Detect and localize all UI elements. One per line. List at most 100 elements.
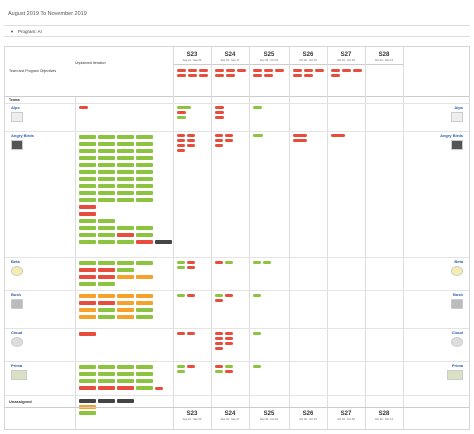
- feature-card[interactable]: [136, 170, 153, 174]
- feature-card[interactable]: [117, 142, 134, 146]
- feature-card[interactable]: [136, 315, 153, 319]
- feature-card[interactable]: [98, 240, 115, 244]
- feature-card[interactable]: [136, 163, 153, 167]
- objective-pill[interactable]: [177, 111, 186, 114]
- objective-pill[interactable]: [353, 69, 362, 72]
- team-name[interactable]: Bush: [453, 292, 463, 297]
- objective-pill[interactable]: [304, 74, 313, 77]
- objective-pill[interactable]: [331, 134, 345, 137]
- feature-card[interactable]: [98, 308, 115, 312]
- feature-card[interactable]: [98, 233, 115, 237]
- feature-card[interactable]: [79, 135, 96, 139]
- feature-card[interactable]: [79, 275, 96, 279]
- feature-card[interactable]: [117, 170, 134, 174]
- objective-pill[interactable]: [215, 111, 224, 114]
- feature-card[interactable]: [136, 149, 153, 153]
- feature-card[interactable]: [136, 226, 153, 230]
- feature-card[interactable]: [79, 142, 96, 146]
- feature-card[interactable]: [136, 240, 153, 244]
- feature-card[interactable]: [98, 379, 115, 383]
- objective-pill[interactable]: [275, 69, 284, 72]
- objective-pill[interactable]: [155, 387, 163, 390]
- feature-card[interactable]: [79, 399, 96, 403]
- feature-card[interactable]: [98, 191, 115, 195]
- feature-card[interactable]: [98, 149, 115, 153]
- feature-card[interactable]: [136, 135, 153, 139]
- feature-card[interactable]: [79, 233, 96, 237]
- feature-card[interactable]: [117, 379, 134, 383]
- objective-pill[interactable]: [187, 266, 195, 269]
- objective-pill[interactable]: [215, 69, 224, 72]
- team-name[interactable]: Angry Birds: [11, 133, 34, 138]
- objective-pill[interactable]: [187, 332, 195, 335]
- feature-card[interactable]: [79, 219, 96, 223]
- objective-pill[interactable]: [315, 69, 324, 72]
- objective-pill[interactable]: [177, 332, 185, 335]
- objective-pill[interactable]: [215, 261, 223, 264]
- feature-card[interactable]: [117, 198, 134, 202]
- team-name[interactable]: Angry Birds: [440, 133, 463, 138]
- objective-pill[interactable]: [264, 69, 273, 72]
- feature-card[interactable]: [136, 142, 153, 146]
- feature-card[interactable]: [79, 261, 96, 265]
- objective-pill[interactable]: [342, 69, 351, 72]
- feature-card[interactable]: [98, 135, 115, 139]
- objective-pill[interactable]: [187, 144, 195, 147]
- team-name[interactable]: Bush: [11, 292, 21, 297]
- feature-card[interactable]: [136, 379, 153, 383]
- feature-card[interactable]: [98, 170, 115, 174]
- feature-card[interactable]: [79, 212, 96, 216]
- objective-pill[interactable]: [253, 332, 261, 335]
- team-name[interactable]: Beta: [454, 259, 463, 264]
- feature-card[interactable]: [136, 156, 153, 160]
- objective-pill[interactable]: [215, 342, 223, 345]
- feature-card[interactable]: [117, 365, 134, 369]
- objective-pill[interactable]: [177, 370, 185, 373]
- objective-pill[interactable]: [177, 139, 185, 142]
- feature-card[interactable]: [98, 177, 115, 181]
- objective-pill[interactable]: [187, 139, 195, 142]
- objective-pill[interactable]: [215, 347, 223, 350]
- objective-pill[interactable]: [177, 134, 185, 137]
- feature-card[interactable]: [98, 261, 115, 265]
- objective-pill[interactable]: [177, 116, 186, 119]
- feature-card[interactable]: [79, 240, 96, 244]
- feature-card[interactable]: [79, 365, 96, 369]
- objective-pill[interactable]: [293, 74, 302, 77]
- team-name[interactable]: Cloud: [11, 330, 23, 335]
- objective-pill[interactable]: [226, 69, 235, 72]
- feature-card[interactable]: [98, 301, 115, 305]
- feature-card[interactable]: [136, 233, 153, 237]
- objective-pill[interactable]: [187, 134, 195, 137]
- objective-pill[interactable]: [253, 294, 261, 297]
- feature-card[interactable]: [136, 294, 153, 298]
- objective-pill[interactable]: [215, 332, 223, 335]
- objective-pill[interactable]: [215, 74, 224, 77]
- feature-card[interactable]: [98, 184, 115, 188]
- feature-card[interactable]: [79, 149, 96, 153]
- objective-pill[interactable]: [199, 74, 208, 77]
- feature-card[interactable]: [117, 177, 134, 181]
- feature-card[interactable]: [136, 308, 153, 312]
- feature-card[interactable]: [79, 308, 96, 312]
- feature-card[interactable]: [136, 301, 153, 305]
- objective-pill[interactable]: [177, 69, 186, 72]
- feature-card[interactable]: [79, 191, 96, 195]
- feature-card[interactable]: [79, 226, 96, 230]
- feature-card[interactable]: [79, 282, 96, 286]
- feature-card[interactable]: [79, 301, 96, 305]
- objective-pill[interactable]: [188, 69, 197, 72]
- feature-card[interactable]: [79, 372, 96, 376]
- feature-card[interactable]: [79, 386, 96, 390]
- objective-pill[interactable]: [225, 370, 233, 373]
- feature-card[interactable]: [136, 372, 153, 376]
- feature-card[interactable]: [79, 198, 96, 202]
- feature-card[interactable]: [98, 315, 115, 319]
- objective-pill[interactable]: [225, 337, 233, 340]
- feature-card[interactable]: [117, 301, 134, 305]
- objective-pill[interactable]: [215, 106, 224, 109]
- objective-pill[interactable]: [225, 139, 233, 142]
- objective-pill[interactable]: [225, 261, 233, 264]
- feature-card[interactable]: [79, 294, 96, 298]
- objective-pill[interactable]: [293, 69, 302, 72]
